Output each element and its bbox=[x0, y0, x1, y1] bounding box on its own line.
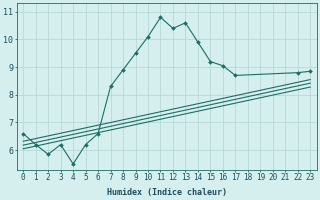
X-axis label: Humidex (Indice chaleur): Humidex (Indice chaleur) bbox=[107, 188, 227, 197]
